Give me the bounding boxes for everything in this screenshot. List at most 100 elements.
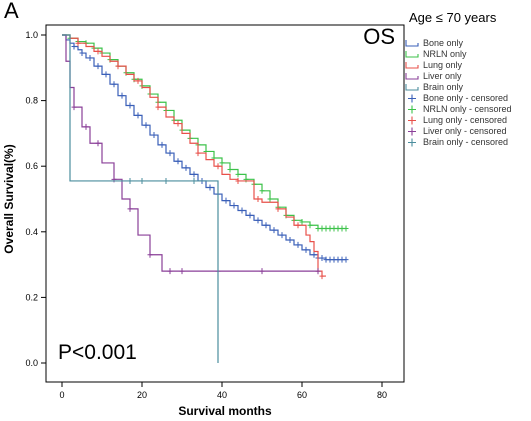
legend-item: Liver only - censored <box>405 126 529 137</box>
x-tick-label: 80 <box>377 390 387 400</box>
plot-area <box>45 24 405 383</box>
legend-label: Bone only - censored <box>423 93 509 103</box>
censor-mark-liver-only <box>127 205 133 212</box>
censor-mark-bone-only <box>95 63 101 70</box>
series-line-brain-only <box>62 34 219 363</box>
censor-mark-lung-only <box>155 104 161 111</box>
legend: Bone only NRLN only Lung only Liver only Bra… <box>405 38 529 148</box>
censor-mark-bone-only <box>103 71 109 78</box>
y-tick-label: 0.8 <box>25 96 38 106</box>
legend-item: Lung only - censored <box>405 115 529 126</box>
censor-mark-bone-only <box>135 112 141 119</box>
legend-label: Liver only <box>423 71 462 81</box>
censor-mark-bone-only <box>79 50 85 57</box>
legend-item: Bone only - censored <box>405 93 529 104</box>
censor-mark-nrln-only <box>219 159 225 166</box>
censor-mark-lung-only <box>175 120 181 127</box>
censor-mark-lung-only <box>319 273 325 280</box>
censor-mark-brain-only <box>139 177 145 184</box>
censor-mark-liver-only <box>259 268 265 275</box>
censor-mark-lung-only <box>75 40 81 47</box>
censor-mark-lung-only <box>275 205 281 212</box>
p-value-annotation: P<0.001 <box>58 341 137 364</box>
censor-mark-bone-only <box>151 132 157 139</box>
legend-item: NRLN only <box>405 49 529 60</box>
censor-mark-bone-only <box>71 43 77 50</box>
censor-mark-liver-only <box>179 268 185 275</box>
legend-line-swatch <box>405 73 419 80</box>
censor-mark-bone-only <box>303 246 309 253</box>
y-tick-label: 0.4 <box>25 227 38 237</box>
censor-mark-brain-only <box>127 177 133 184</box>
legend-item: Lung only <box>405 60 529 71</box>
censor-mark-lung-only <box>95 48 101 55</box>
legend-censor-swatch <box>408 105 416 114</box>
censor-mark-bone-only <box>271 227 277 234</box>
legend-item: NRLN only - censored <box>405 104 529 115</box>
censor-mark-nrln-only <box>235 171 241 178</box>
censor-mark-liver-only <box>71 104 77 111</box>
legend-item: Brain only <box>405 82 529 93</box>
censor-mark-bone-only <box>143 122 149 129</box>
censor-mark-liver-only <box>147 251 153 258</box>
censor-mark-liver-only <box>95 140 101 147</box>
censor-mark-lung-only <box>195 150 201 157</box>
legend-item: Brain only - censored <box>405 137 529 148</box>
censor-mark-bone-only <box>111 81 117 88</box>
y-axis-ticks: 0.0 0.2 0.4 0.6 0.8 1.0 <box>25 30 46 368</box>
subgroup-header: Age ≤ 70 years <box>409 10 497 25</box>
censor-mark-bone-only <box>231 202 237 209</box>
censor-mark-bone-only <box>239 207 245 214</box>
censor-mark-bone-only <box>319 255 325 262</box>
censor-mark-bone-only <box>287 237 293 243</box>
censor-mark-bone-only <box>191 171 197 178</box>
legend-item: Liver only <box>405 71 529 82</box>
censor-mark-bone-only <box>127 102 133 109</box>
censor-mark-bone-only <box>183 164 189 171</box>
censor-mark-bone-only <box>207 184 213 191</box>
censor-mark-bone-only <box>255 217 261 224</box>
legend-label: NRLN only - censored <box>423 104 512 114</box>
legend-censor-swatch <box>408 127 416 136</box>
y-tick-label: 0.2 <box>25 292 38 302</box>
censor-mark-nrln-only <box>267 196 273 202</box>
censor-mark-nrln-only <box>259 187 265 194</box>
series-layer <box>62 34 349 363</box>
y-tick-label: 0.0 <box>25 358 38 368</box>
censor-mark-lung-only <box>255 196 261 202</box>
censor-mark-bone-only <box>167 150 173 157</box>
legend-censor-swatch <box>408 138 416 147</box>
censor-mark-bone-only <box>343 256 349 263</box>
censor-mark-liver-only <box>315 268 321 275</box>
censor-mark-nrln-only <box>299 218 305 225</box>
x-tick-label: 20 <box>137 390 147 400</box>
censor-mark-liver-only <box>83 123 89 130</box>
y-tick-label: 0.6 <box>25 161 38 171</box>
censor-mark-bone-only <box>223 197 229 204</box>
censor-mark-lung-only <box>215 163 221 170</box>
censor-mark-nrln-only <box>227 166 233 173</box>
x-axis-label: Survival months <box>178 404 272 418</box>
censor-mark-bone-only <box>159 141 165 148</box>
x-tick-label: 0 <box>59 390 64 400</box>
legend-label: Brain only <box>423 82 464 92</box>
legend-label: Lung only <box>423 60 463 70</box>
chart-title: OS <box>363 24 395 49</box>
censor-mark-bone-only <box>119 92 125 99</box>
legend-line-swatch <box>405 51 419 58</box>
legend-line-swatch <box>405 40 419 47</box>
censor-mark-bone-only <box>247 212 253 219</box>
censor-mark-bone-only <box>295 241 301 248</box>
legend-line-swatch <box>405 84 419 91</box>
legend-label: Bone only <box>423 38 464 48</box>
censor-mark-nrln-only <box>343 225 349 232</box>
censor-mark-lung-only <box>295 222 301 229</box>
y-tick-label: 1.0 <box>25 30 38 40</box>
x-tick-label: 40 <box>217 390 227 400</box>
legend-label: NRLN only <box>423 49 467 59</box>
censor-mark-nrln-only <box>307 222 313 229</box>
censor-mark-brain-only <box>163 177 169 184</box>
censor-mark-brain-only <box>191 177 197 184</box>
